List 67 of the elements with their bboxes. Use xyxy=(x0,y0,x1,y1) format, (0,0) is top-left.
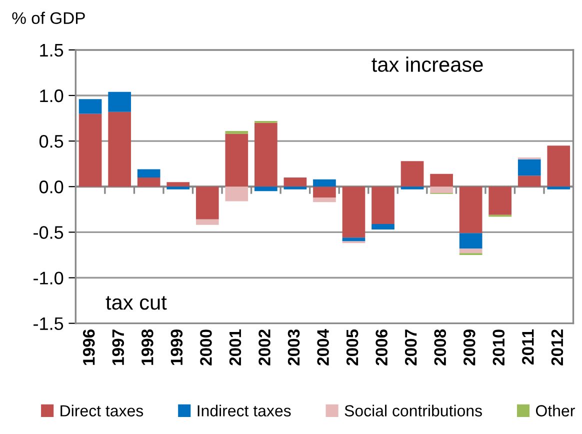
bar xyxy=(108,92,131,112)
bar xyxy=(430,174,453,187)
x-tick-label: 2001 xyxy=(229,329,242,366)
bar xyxy=(284,178,307,187)
x-tick-label: 1999 xyxy=(170,330,183,365)
x-tick-label: 2002 xyxy=(258,330,270,366)
bar xyxy=(342,186,366,238)
bar xyxy=(518,159,541,176)
x-tick-label: 2008 xyxy=(434,329,446,366)
bar xyxy=(430,186,453,193)
bar xyxy=(196,186,219,220)
bar xyxy=(108,112,131,187)
x-tick-label: 1998 xyxy=(142,329,154,365)
bar xyxy=(137,178,160,187)
bar xyxy=(342,238,366,242)
x-tick-label: 2000 xyxy=(200,330,212,366)
y-tick-label: -1.5 xyxy=(34,317,64,330)
bar xyxy=(313,186,336,198)
bar xyxy=(166,186,190,190)
bar xyxy=(225,186,248,202)
x-tick-label: 2003 xyxy=(288,329,300,366)
x-tick-label: 1996 xyxy=(82,329,95,365)
bar xyxy=(78,114,102,187)
bar xyxy=(313,179,336,187)
y-tick-label: -1.0 xyxy=(34,272,64,284)
bar xyxy=(459,186,482,234)
bar xyxy=(225,131,248,134)
bar xyxy=(547,186,570,190)
y-tick-label: -0.5 xyxy=(34,226,64,239)
x-tick-label: 2010 xyxy=(492,330,505,366)
bar xyxy=(400,161,424,187)
x-tick-label: 1997 xyxy=(112,330,124,365)
x-tick-label: 2011 xyxy=(522,329,534,364)
annotation: tax increase xyxy=(372,56,483,72)
x-tick-label: 2005 xyxy=(346,329,358,366)
bar xyxy=(78,99,102,114)
bar xyxy=(313,198,336,202)
legend-label: Indirect taxes xyxy=(198,404,291,416)
y-tick-label: 1.5 xyxy=(40,44,64,57)
x-tick-label: 2004 xyxy=(317,328,329,366)
bar xyxy=(372,186,394,224)
bar xyxy=(400,186,424,190)
bar xyxy=(137,169,160,178)
x-tick-label: 2009 xyxy=(463,330,476,366)
x-tick-label: 2007 xyxy=(404,330,417,366)
bar xyxy=(196,219,219,225)
x-tick-label: 2012 xyxy=(551,330,564,366)
bar xyxy=(459,248,482,254)
bar xyxy=(372,224,394,230)
annotation: tax cut xyxy=(106,296,167,310)
bar xyxy=(547,146,570,187)
bar xyxy=(459,233,482,249)
legend-label: Direct taxes xyxy=(60,404,144,416)
bar xyxy=(166,182,190,187)
bar xyxy=(225,134,248,187)
y-tick-label: 0.5 xyxy=(39,134,64,148)
bar xyxy=(254,186,278,192)
bar xyxy=(254,122,278,187)
bar xyxy=(488,186,512,215)
bar xyxy=(284,186,307,190)
y-axis-title: % of GDP xyxy=(12,12,85,24)
y-tick-label: 0.0 xyxy=(39,180,64,194)
y-tick-label: 1.0 xyxy=(40,89,64,102)
bar xyxy=(518,176,541,187)
legend-label: Other xyxy=(536,404,575,416)
legend-label: Social contributions xyxy=(344,404,482,416)
x-tick-label: 2006 xyxy=(376,329,388,366)
